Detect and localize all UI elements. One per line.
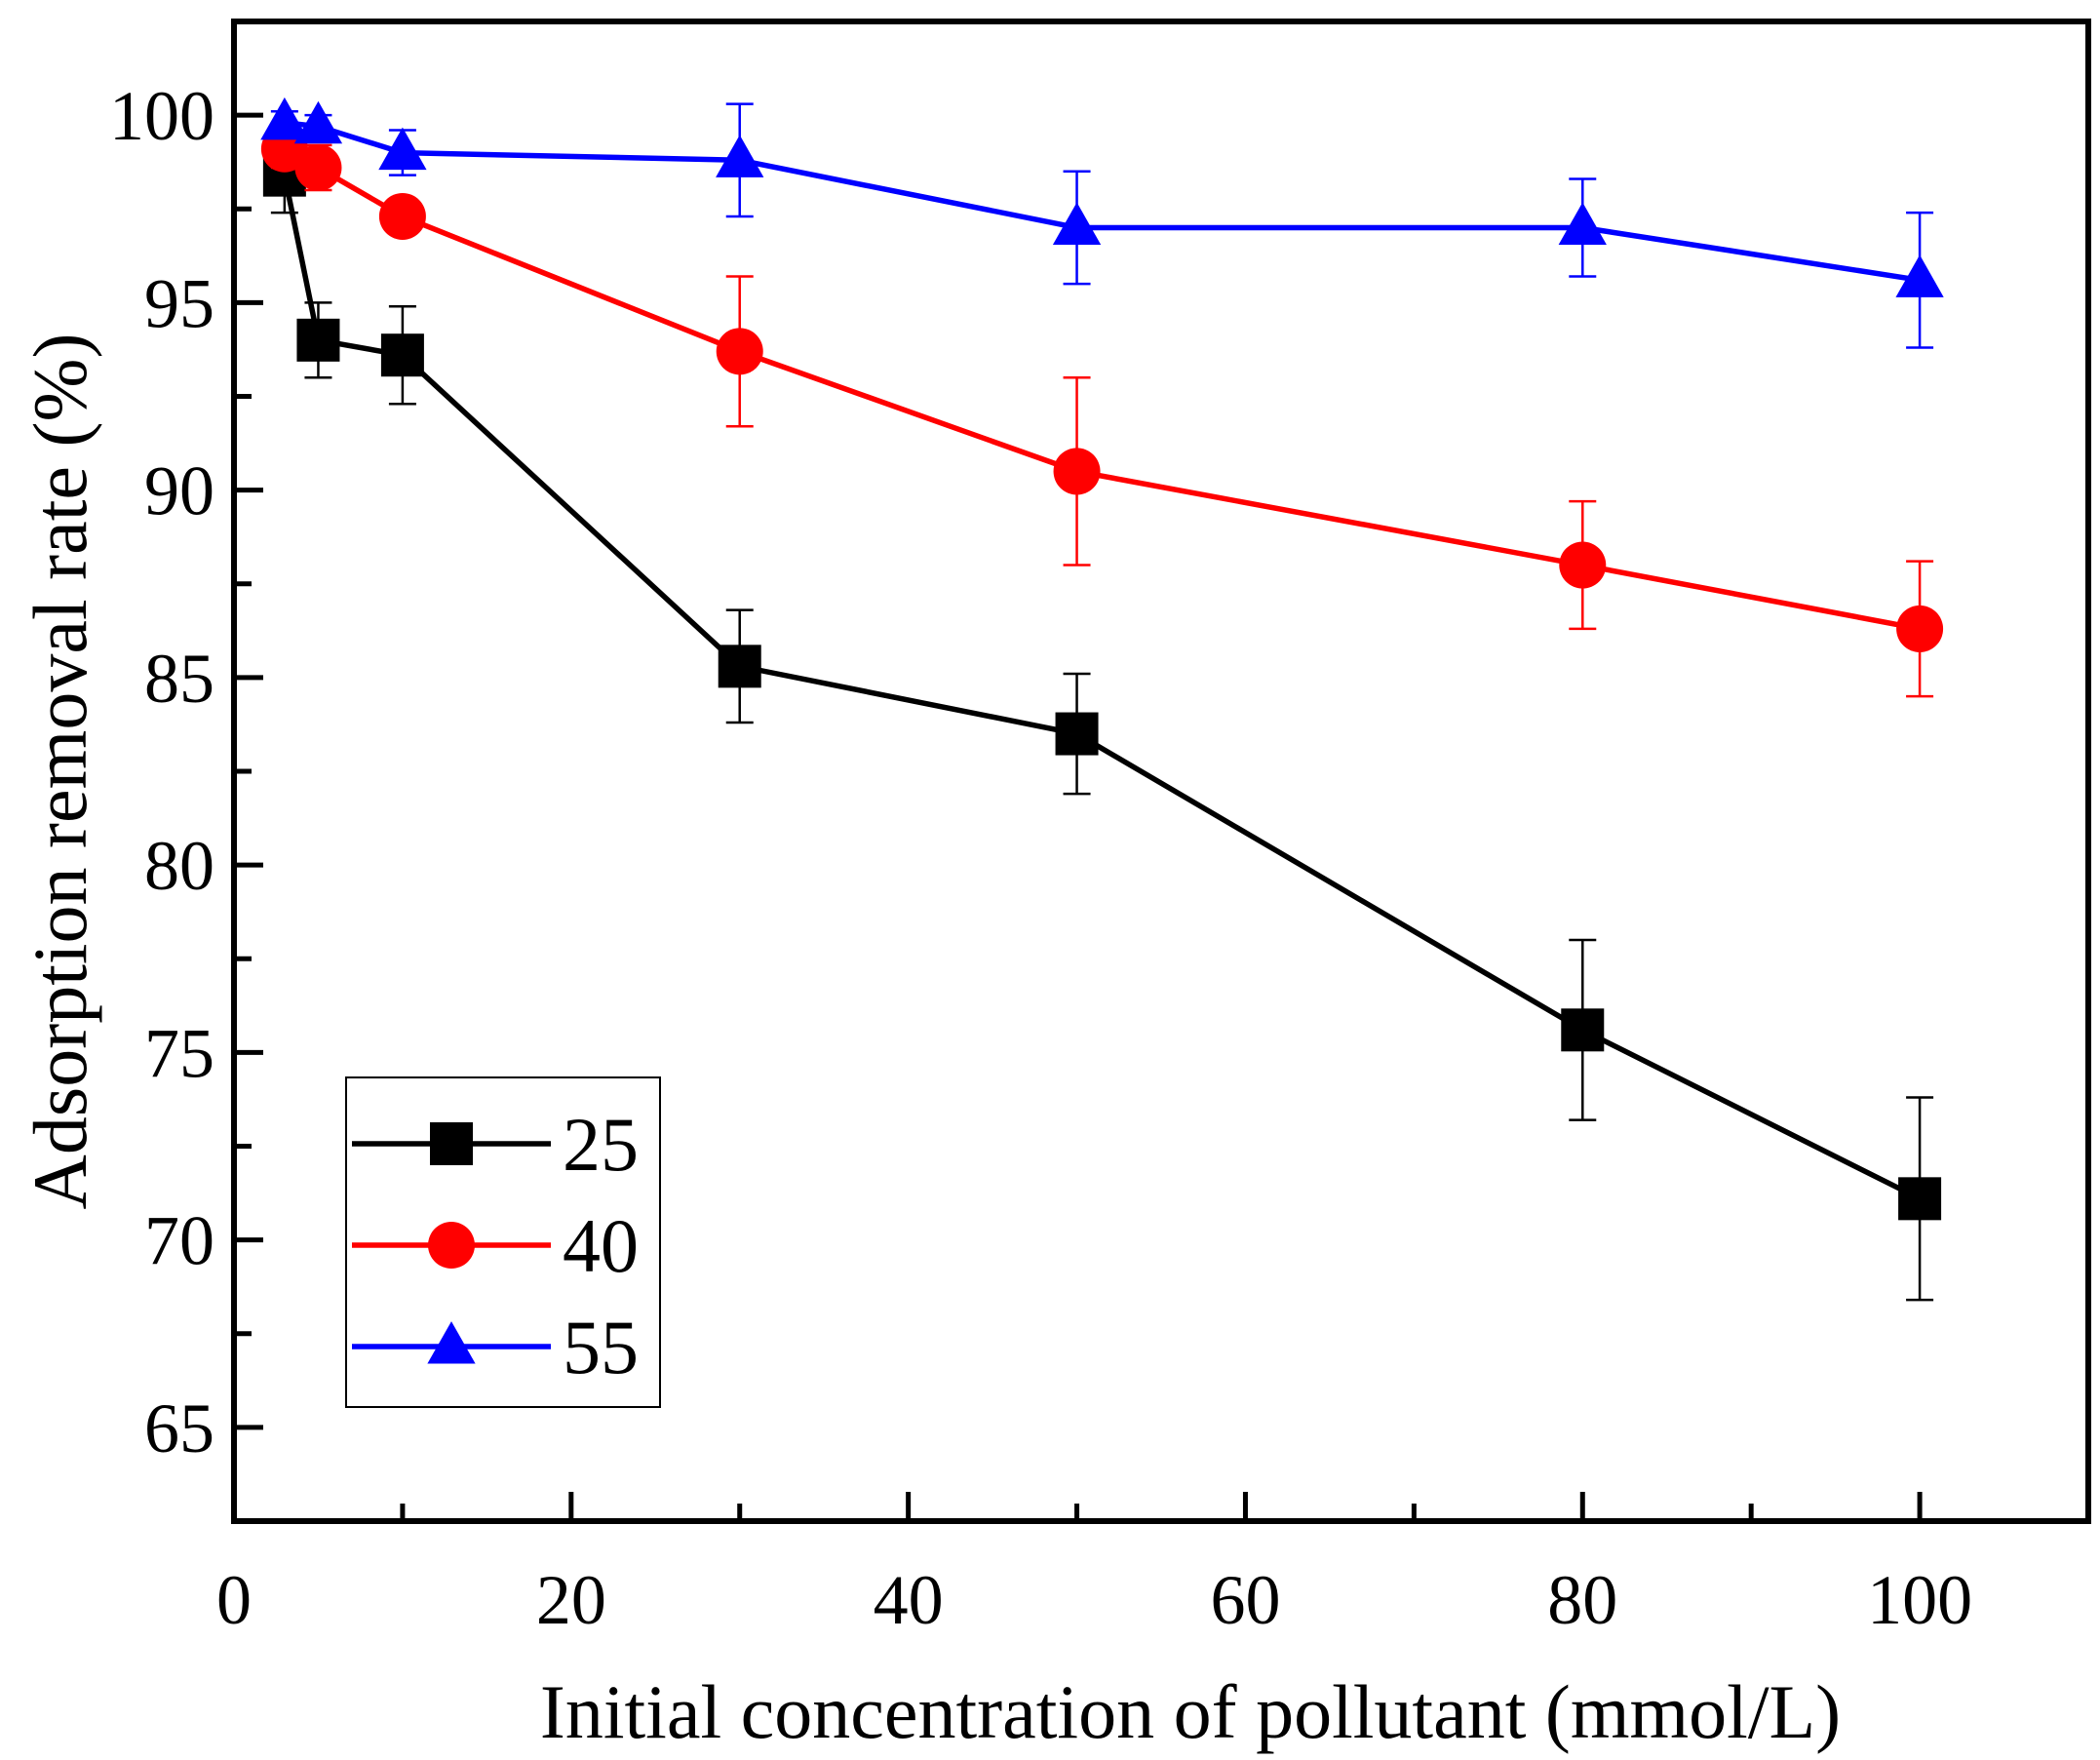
legend-label-55: 55: [563, 1305, 639, 1389]
data-point: [1055, 712, 1099, 756]
legend-label-25: 25: [563, 1102, 639, 1187]
data-point: [294, 143, 342, 191]
data-point: [716, 135, 764, 177]
data-point: [1558, 202, 1607, 246]
data-point: [1559, 541, 1607, 589]
legend-label-40: 40: [563, 1203, 639, 1288]
x-tick-label: 20: [536, 1561, 606, 1639]
data-point: [260, 97, 309, 140]
x-tick-label: 100: [1867, 1561, 1972, 1639]
x-axis-title: Initial concentration of pollutant (mmol…: [540, 1669, 1841, 1754]
legend: 25 40 55: [345, 1076, 661, 1408]
tick-layer: [231, 112, 2091, 1521]
plot-frame: [231, 19, 2091, 1524]
y-axis-title: Adsorption removal rate (%): [18, 333, 102, 1210]
data-point: [380, 333, 424, 377]
data-point: [378, 127, 427, 171]
x-tick-label: 40: [874, 1561, 944, 1639]
legend-box: [345, 1076, 661, 1408]
tick-label-layer: 0 20 40 60 80 100 65 70 75 80 85 90 95 100: [109, 77, 1972, 1639]
y-tick-label: 75: [144, 1014, 214, 1092]
y-tick-label: 100: [109, 77, 214, 155]
data-point: [1052, 202, 1102, 246]
data-point: [1053, 448, 1101, 495]
legend-marker-55: [427, 1321, 476, 1364]
y-tick-label: 85: [144, 640, 214, 718]
data-point: [1896, 605, 1944, 652]
x-tick-label: 80: [1547, 1561, 1617, 1639]
y-tick-label: 90: [144, 452, 214, 530]
series-55: [260, 97, 1944, 349]
data-point: [293, 100, 343, 144]
data-point: [1895, 254, 1944, 297]
x-tick-label: 60: [1210, 1561, 1280, 1639]
data-point: [716, 328, 763, 375]
data-point: [718, 645, 761, 688]
series-40: [260, 125, 1944, 698]
x-tick-label: 0: [216, 1561, 252, 1639]
y-tick-label: 80: [144, 827, 214, 905]
data-point: [296, 318, 340, 362]
data-point: [1898, 1177, 1942, 1221]
data-point: [378, 192, 426, 240]
y-tick-label: 70: [144, 1202, 214, 1280]
legend-marker-25: [430, 1122, 473, 1165]
series-layer: [260, 97, 1944, 1302]
y-tick-label: 95: [144, 264, 214, 342]
y-tick-label: 65: [144, 1389, 214, 1467]
data-point: [1561, 1008, 1605, 1052]
legend-marker-40: [428, 1222, 475, 1269]
